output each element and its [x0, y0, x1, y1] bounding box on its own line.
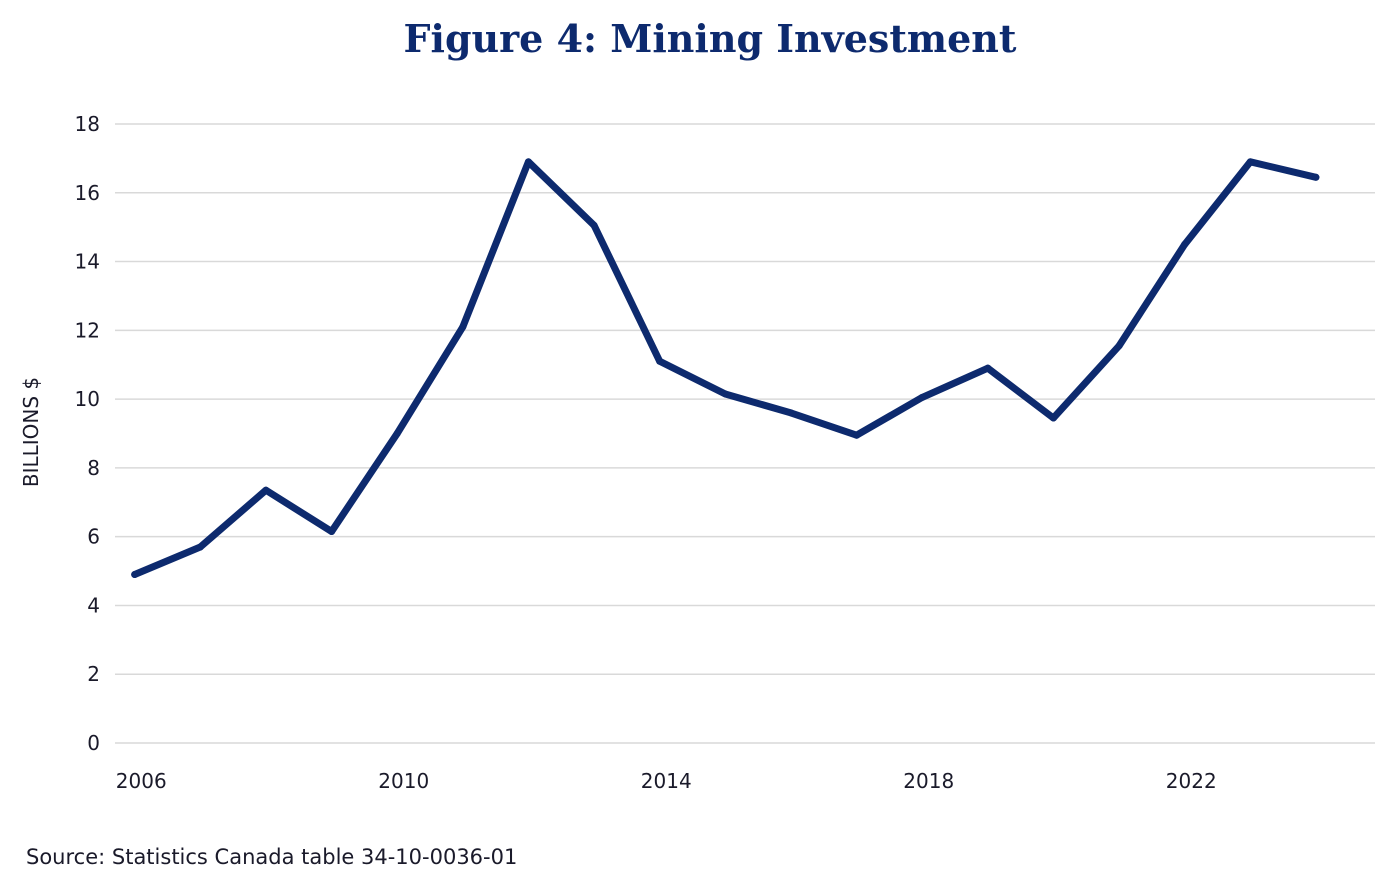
data-point [721, 390, 729, 398]
data-point [853, 431, 861, 439]
data-point [656, 357, 664, 365]
x-tick-label: 2022 [1166, 769, 1217, 793]
data-point [459, 323, 467, 331]
x-tick-label: 2014 [641, 769, 692, 793]
y-tick-label: 2 [87, 662, 100, 686]
data-point [1115, 342, 1123, 350]
data-point [787, 409, 795, 417]
data-point [524, 158, 532, 166]
y-tick-label: 14 [75, 250, 100, 274]
series-group [131, 158, 1320, 578]
data-point [328, 528, 336, 536]
y-tick-label: 18 [75, 112, 100, 136]
source-note: Source: Statistics Canada table 34-10-00… [26, 845, 517, 869]
data-point [1246, 158, 1254, 166]
gridlines [115, 123, 1375, 744]
data-point [393, 430, 401, 437]
y-axis-ticks: 0 2 4 6 8 10 12 14 16 18 [75, 112, 100, 755]
data-point [590, 221, 598, 229]
y-tick-label: 10 [75, 387, 100, 411]
y-tick-label: 12 [75, 318, 100, 342]
data-point [1312, 173, 1320, 181]
data-point [1049, 414, 1057, 422]
x-axis-ticks: 2006 2010 2014 2018 2022 [116, 769, 1217, 793]
chart-title: Figure 4: Mining Investment [404, 16, 1017, 61]
y-tick-label: 8 [87, 456, 100, 480]
y-tick-label: 0 [87, 731, 100, 755]
y-tick-label: 4 [87, 593, 100, 617]
x-tick-label: 2006 [116, 769, 167, 793]
data-point [984, 364, 992, 372]
y-tick-label: 16 [75, 181, 100, 205]
x-tick-label: 2018 [903, 769, 954, 793]
data-point [131, 570, 139, 578]
y-tick-label: 6 [87, 525, 100, 549]
data-point [196, 543, 204, 551]
data-point [1181, 240, 1189, 248]
data-point [918, 393, 926, 401]
series-line [131, 158, 1320, 578]
x-tick-label: 2010 [378, 769, 429, 793]
y-axis-label: BILLIONS $ [19, 377, 43, 487]
data-point [262, 486, 270, 494]
